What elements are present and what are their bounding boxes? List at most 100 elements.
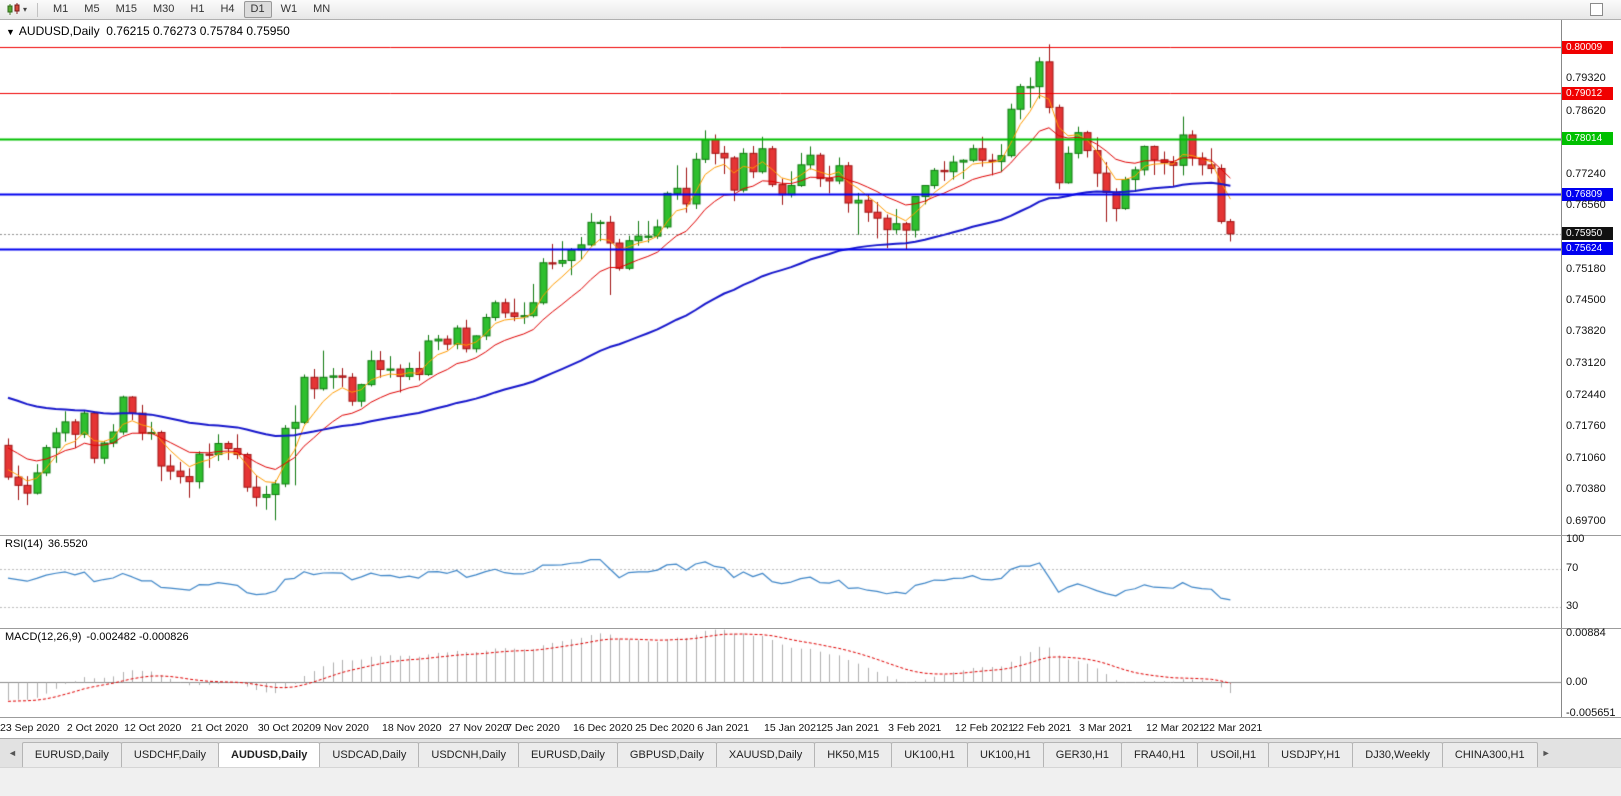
time-axis-label: 6 Jan 2021 [697, 722, 750, 734]
macd-axis[interactable]: 0.00884 0.00 -0.005651 [1561, 627, 1621, 719]
chart-tab-fra40-12[interactable]: FRA40,H1 [1120, 742, 1199, 767]
toolbar: ▾ M1 M5 M15 M30 H1 H4 D1 W1 MN [0, 0, 1621, 20]
time-axis-label: 21 Oct 2020 [191, 722, 249, 734]
price-axis-tick: 0.71060 [1566, 452, 1606, 465]
timeframe-button-m1[interactable]: M1 [53, 3, 69, 15]
time-axis-label: 23 Sep 2020 [0, 722, 60, 734]
price-line-label-2: 0.78014 [1562, 132, 1613, 146]
macd-canvas[interactable] [0, 629, 1561, 717]
chart-tab-ger30-11[interactable]: GER30,H1 [1042, 742, 1122, 767]
timeframe-button-h4[interactable]: H4 [220, 3, 235, 15]
price-axis-tick: 0.78620 [1566, 104, 1606, 117]
panel-divider[interactable] [0, 717, 1621, 718]
chart-tab-eurusd-0[interactable]: EURUSD,Daily [21, 742, 122, 767]
price-line-label-4: 0.75624 [1562, 242, 1613, 256]
time-axis-label: 12 Oct 2020 [124, 722, 182, 734]
timeframe-button-h1[interactable]: H1 [190, 3, 205, 15]
chart-tab-dj30-15[interactable]: DJ30,Weekly [1352, 742, 1443, 767]
macd-label: MACD(12,26,9) -0.002482 -0.000826 [5, 631, 189, 643]
toolbar-separator [37, 2, 39, 17]
price-line-label-3: 0.76809 [1562, 187, 1613, 201]
main-chart-panel: ▼ AUDUSD,Daily 0.76215 0.76273 0.75784 0.… [0, 20, 1621, 535]
time-axis-label: 16 Dec 2020 [573, 722, 633, 734]
timeframe-button-m15[interactable]: M15 [115, 3, 137, 15]
current-price-label: 0.75950 [1562, 227, 1613, 241]
tabs-scroll-left-icon[interactable]: ◄ [8, 748, 17, 758]
price-axis-tick: 0.73120 [1566, 357, 1606, 370]
time-axis-label: 27 Nov 2020 [448, 722, 509, 734]
candlestick-chart-icon [7, 3, 20, 15]
price-axis-tick: 0.71760 [1566, 419, 1606, 432]
rsi-panel: RSI(14) 36.5520 100 70 30 [0, 533, 1621, 628]
rsi-value: 36.5520 [47, 538, 88, 550]
timeframe-button-m5[interactable]: M5 [84, 3, 100, 15]
macd-values: -0.002482 -0.000826 [86, 631, 189, 643]
time-axis-label: 9 Nov 2020 [315, 722, 369, 734]
chart-tab-xauusd-7[interactable]: XAUUSD,Daily [715, 742, 816, 767]
chart-tabs-bar: ◄ EURUSD,Daily USDCHF,Daily AUDUSD,Daily US… [0, 738, 1621, 767]
time-axis-label: 22 Feb 2021 [1012, 722, 1072, 734]
macd-axis-tick: 0.00 [1566, 675, 1588, 688]
corner-box-icon[interactable] [1590, 3, 1603, 16]
chart-tab-uk100-10[interactable]: UK100,H1 [967, 742, 1044, 767]
chart-symbol-label: AUDUSD,Daily [18, 24, 100, 38]
rsi-axis-tick: 70 [1566, 562, 1579, 575]
time-axis[interactable]: 23 Sep 2020 2 Oct 2020 12 Oct 2020 21 Oct 2… [0, 718, 1621, 738]
macd-axis-tick: 0.00884 [1566, 627, 1606, 640]
time-axis-label: 18 Nov 2020 [382, 722, 442, 734]
macd-axis-tick: -0.005651 [1566, 706, 1616, 719]
chart-tab-china300-16[interactable]: CHINA300,H1 [1441, 742, 1538, 767]
dropdown-caret-icon: ▾ [23, 5, 28, 14]
time-axis-label: 22 Mar 2021 [1203, 722, 1263, 734]
price-axis-tick: 0.69700 [1566, 514, 1606, 527]
time-axis-label: 25 Jan 2021 [821, 722, 880, 734]
chart-tab-usoil-13[interactable]: USOil,H1 [1197, 742, 1270, 767]
timeframe-button-mn[interactable]: MN [313, 3, 331, 15]
time-axis-label: 2 Oct 2020 [66, 722, 119, 734]
tabs-scroll-right-icon[interactable]: ► [1541, 748, 1551, 758]
chart-tab-uk100-9[interactable]: UK100,H1 [891, 742, 968, 767]
chart-tab-gbpusd-6[interactable]: GBPUSD,Daily [616, 742, 717, 767]
timeframe-button-w1[interactable]: W1 [280, 3, 298, 15]
timeframe-buttons: M1 M5 M15 M30 H1 H4 D1 W1 MN [45, 1, 338, 18]
time-axis-label: 7 Dec 2020 [506, 722, 560, 734]
price-axis-tick: 0.73820 [1566, 325, 1606, 338]
chart-tab-usdjpy-14[interactable]: USDJPY,H1 [1268, 742, 1354, 767]
rsi-label: RSI(14) 36.5520 [5, 538, 88, 550]
rsi-axis-tick: 100 [1566, 533, 1585, 546]
chart-tab-usdcnh-4[interactable]: USDCNH,Daily [418, 742, 519, 767]
time-axis-label: 25 Dec 2020 [635, 722, 695, 734]
price-axis-tick: 0.77240 [1566, 168, 1606, 180]
chart-tab-usdcad-3[interactable]: USDCAD,Daily [319, 742, 420, 767]
chart-type-button[interactable]: ▾ [4, 2, 30, 17]
macd-panel: MACD(12,26,9) -0.002482 -0.000826 0.00884… [0, 627, 1621, 719]
status-bar [0, 767, 1621, 796]
price-line-label-1: 0.79012 [1562, 86, 1613, 100]
chart-tab-audusd-2[interactable]: AUDUSD,Daily [218, 742, 321, 767]
rsi-axis-tick: 30 [1566, 600, 1579, 613]
chart-tab-usdchf-1[interactable]: USDCHF,Daily [120, 742, 220, 767]
price-axis-tick: 0.70380 [1566, 483, 1606, 496]
time-axis-label: 15 Jan 2021 [764, 722, 822, 734]
rsi-canvas[interactable] [0, 536, 1561, 628]
timeframe-button-m30[interactable]: M30 [152, 3, 175, 15]
panel-divider[interactable] [0, 628, 1621, 629]
price-axis-tick: 0.72440 [1566, 388, 1606, 401]
rsi-axis[interactable]: 100 70 30 [1561, 533, 1621, 628]
time-axis-label: 30 Oct 2020 [257, 722, 316, 734]
chart-area: ▼ AUDUSD,Daily 0.76215 0.76273 0.75784 0.… [0, 20, 1621, 738]
price-axis-tick: 0.76560 [1566, 199, 1606, 212]
price-axis[interactable]: 0.80009 0.79012 0.78014 0.76809 0.75624 0.793… [1561, 20, 1621, 535]
time-axis-label: 12 Feb 2021 [955, 722, 1014, 734]
panel-divider[interactable] [0, 535, 1621, 536]
chart-tab-hk50-8[interactable]: HK50,M15 [814, 742, 893, 767]
price-axis-tick: 0.79320 [1566, 72, 1606, 85]
timeframe-button-d1[interactable]: D1 [243, 1, 272, 18]
main-chart-canvas[interactable] [0, 20, 1561, 535]
price-line-label-0: 0.80009 [1562, 40, 1613, 54]
price-axis-tick: 0.74500 [1566, 293, 1606, 306]
time-axis-label: 3 Mar 2021 [1079, 722, 1133, 734]
chart-tab-eurusd-5[interactable]: EURUSD,Daily [517, 742, 618, 767]
price-axis-tick: 0.75180 [1566, 262, 1606, 275]
